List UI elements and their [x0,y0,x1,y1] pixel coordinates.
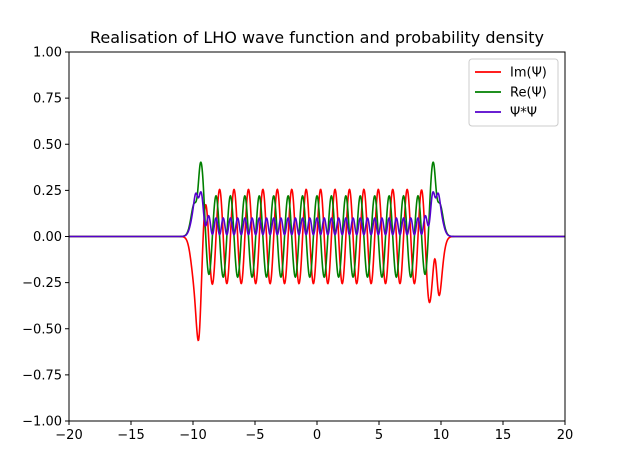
legend-label: Im(Ψ) [510,66,547,81]
x-tick-label: 20 [557,428,574,443]
x-tick-label: 5 [375,428,383,443]
x-tick-label: 0 [313,428,321,443]
y-tick-label: −0.75 [22,368,62,383]
y-tick-label: −0.25 [22,276,62,291]
y-tick-label: 1.00 [33,46,62,61]
legend-label: Re(Ψ) [510,86,547,101]
y-tick-label: −1.00 [22,415,62,430]
legend: Im(Ψ) Re(Ψ) Ψ*Ψ [468,58,559,127]
ticks-layer: −20 −15 −10 −5 0 5 10 15 20 −1.00 −0.75 −0.50 −0.25 0… [22,46,573,444]
legend-label: Ψ*Ψ [510,106,537,121]
y-tick-label: 0.25 [33,184,62,199]
x-tick-label: 15 [495,428,512,443]
series-line-2 [69,191,565,238]
x-tick-label: −5 [245,428,264,443]
x-tick-label: 10 [433,428,450,443]
chart-title: Realisation of LHO wave function and pro… [90,28,544,47]
y-tick-label: 0.50 [33,138,62,153]
legend-box [468,58,559,127]
series-layer [69,161,565,342]
x-tick-label: −10 [179,428,206,443]
y-tick-label: 0.00 [33,230,62,245]
y-tick-label: −0.50 [22,322,62,337]
x-tick-label: −15 [117,428,144,443]
x-tick-label: −20 [55,428,82,443]
y-tick-label: 0.75 [33,92,62,107]
